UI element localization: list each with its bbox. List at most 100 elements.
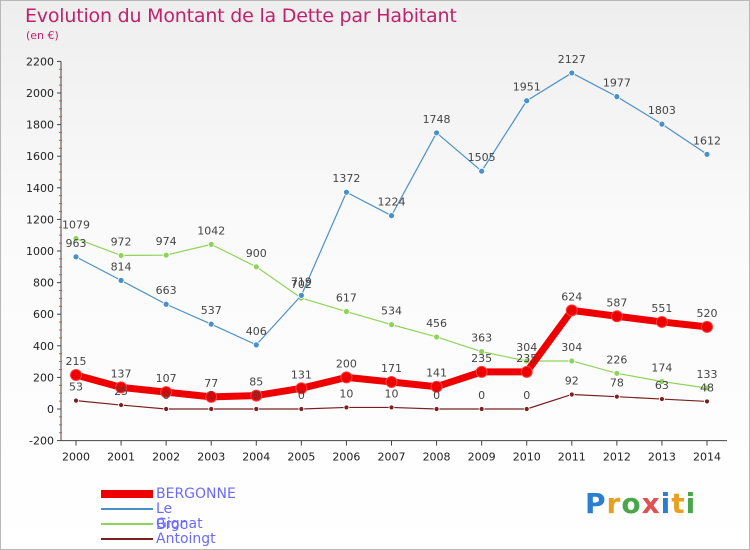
data-point-antoingt (253, 406, 260, 412)
data-label-bergonne: 587 (606, 296, 627, 309)
y-tick-label: 600 (33, 308, 54, 321)
y-tick-label: 1200 (26, 213, 54, 226)
data-point-gignat (568, 357, 576, 365)
data-label-antoingt: 48 (700, 381, 714, 394)
data-label-gignat: 900 (246, 247, 267, 260)
data-point-antoingt (613, 393, 620, 400)
data-label-gignat: 972 (111, 235, 132, 248)
data-point-antoingt (478, 406, 485, 412)
data-label-gignat: 1042 (197, 224, 225, 237)
data-point-bergonne (340, 371, 353, 384)
data-point-bergonne (385, 375, 398, 388)
x-tick-label: 2006 (332, 451, 360, 464)
legend-swatch (101, 523, 153, 525)
y-tick-label: 1600 (26, 150, 54, 163)
data-label-bergonne: 624 (561, 290, 582, 303)
data-label-bergonne: 200 (336, 357, 357, 370)
data-label-le-broc: 1505 (468, 151, 496, 164)
y-tick-label: 1400 (26, 182, 54, 195)
data-label-antoingt: 10 (339, 387, 353, 400)
data-label-antoingt: 25 (114, 385, 128, 398)
data-point-antoingt (73, 397, 79, 404)
data-point-gignat (207, 240, 215, 248)
data-point-bergonne (565, 304, 578, 317)
data-label-le-broc: 1612 (693, 134, 721, 147)
data-label-antoingt: 0 (253, 389, 260, 402)
data-label-bergonne: 85 (249, 376, 263, 389)
y-tick-label: 1800 (26, 119, 54, 132)
y-tick-label: 2000 (26, 87, 54, 100)
data-label-antoingt: 0 (523, 389, 530, 402)
data-point-antoingt (343, 404, 350, 411)
logo-letter: r (606, 487, 622, 520)
data-point-le-broc (613, 93, 621, 101)
logo-letter: x (641, 487, 661, 520)
data-label-antoingt: 53 (69, 381, 83, 394)
data-label-bergonne: 137 (111, 367, 132, 380)
legend-label: Antoingt (156, 531, 216, 547)
data-label-gignat: 534 (381, 305, 402, 318)
data-label-bergonne: 235 (516, 352, 537, 365)
data-point-le-broc (297, 291, 305, 299)
x-tick-label: 2001 (107, 451, 135, 464)
data-label-gignat: 456 (426, 317, 447, 330)
x-tick-label: 2010 (513, 451, 541, 464)
data-label-bergonne: 215 (66, 355, 87, 368)
legend-label: Gignat (156, 516, 203, 532)
data-label-layer: 215 137 107 77 85 131 200 171 141 624 587 551 520 963… (62, 53, 721, 402)
data-point-bergonne (475, 365, 488, 378)
data-point-le-broc (703, 150, 711, 158)
data-label-le-broc: 1951 (513, 81, 541, 94)
legend-swatch (101, 490, 153, 498)
y-tick-label: 800 (33, 277, 54, 290)
data-point-gignat (523, 357, 531, 365)
data-label-antoingt: 0 (433, 389, 440, 402)
proxiti-logo: Proxiti (585, 487, 696, 520)
y-tick-label: 200 (33, 371, 54, 384)
logo-letter: i (660, 487, 672, 520)
data-point-le-broc (117, 276, 125, 284)
data-label-gignat: 702 (291, 278, 312, 291)
data-point-le-broc (568, 69, 576, 77)
legend-label: BERGONNE (156, 486, 236, 502)
data-label-gignat: 1079 (62, 219, 90, 232)
line-chart: -200020040060080010001200140016001800200… (26, 53, 727, 464)
data-label-antoingt: 10 (385, 387, 399, 400)
data-label-bergonne: 235 (471, 352, 492, 365)
y-tick-label: 400 (33, 340, 54, 353)
data-point-le-broc (658, 120, 666, 128)
data-label-bergonne: 171 (381, 362, 402, 375)
data-point-gignat (703, 384, 711, 392)
data-label-le-broc: 537 (201, 304, 222, 317)
data-point-antoingt (118, 402, 124, 408)
data-point-gignat (388, 321, 395, 329)
data-point-le-broc (207, 320, 215, 328)
data-label-le-broc: 1748 (423, 113, 451, 126)
data-point-bergonne (430, 380, 443, 393)
data-point-le-broc (72, 253, 80, 261)
data-label-bergonne: 107 (156, 372, 177, 385)
data-label-gignat: 974 (156, 235, 177, 248)
data-label-gignat: 174 (651, 362, 672, 375)
logo-letter: t (671, 487, 686, 520)
x-tick-label: 2007 (378, 451, 406, 464)
data-point-le-broc (478, 167, 486, 175)
x-tick-label: 2008 (423, 451, 451, 464)
data-label-gignat: 226 (606, 353, 627, 366)
legend-swatch (101, 508, 153, 510)
legend-swatch (101, 538, 153, 540)
data-point-bergonne (655, 315, 668, 328)
data-label-le-broc: 814 (111, 260, 132, 273)
data-label-le-broc: 963 (66, 237, 87, 250)
data-label-bergonne: 141 (426, 367, 447, 380)
data-label-le-broc: 1977 (603, 77, 631, 90)
data-point-le-broc (343, 188, 350, 196)
axes: -200020040060080010001200140016001800200… (26, 55, 727, 464)
data-label-le-broc: 719 (291, 275, 312, 288)
data-point-bergonne (610, 310, 623, 323)
data-label-bergonne: 77 (204, 377, 218, 390)
data-label-antoingt: 0 (208, 389, 215, 402)
data-label-antoingt: 0 (478, 389, 485, 402)
data-point-bergonne (250, 389, 263, 402)
data-point-antoingt (704, 398, 710, 405)
